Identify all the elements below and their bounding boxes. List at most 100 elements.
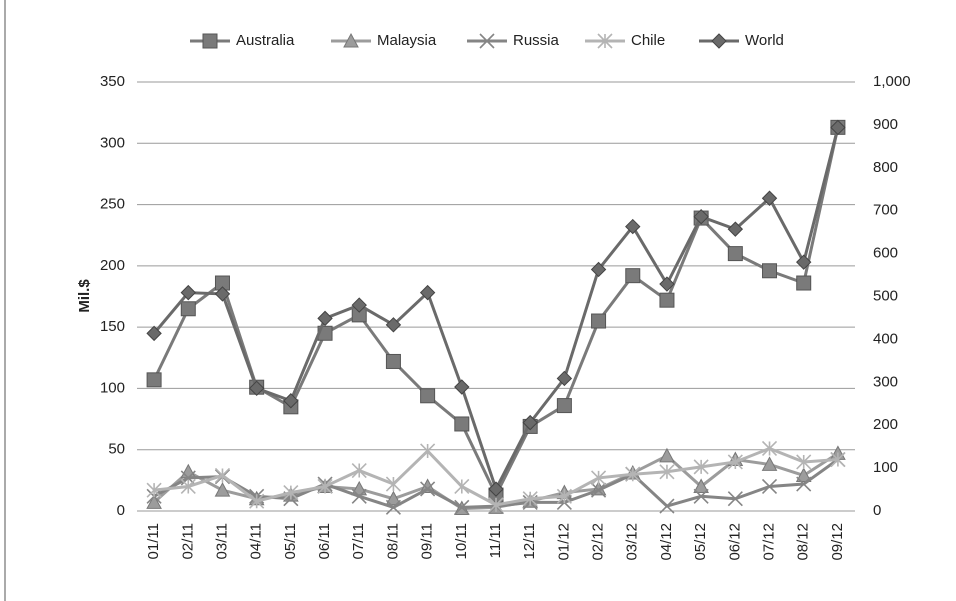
marker <box>146 325 162 342</box>
marker <box>830 119 846 136</box>
x-tick-label: 01/11 <box>145 523 162 559</box>
marker <box>727 221 744 237</box>
marker <box>591 482 607 498</box>
marker <box>796 254 812 270</box>
marker <box>385 490 402 506</box>
x-tick-label: 05/11 <box>282 523 299 559</box>
marker <box>202 33 218 49</box>
marker <box>659 292 675 308</box>
x-tick-label: 07/11 <box>350 523 367 559</box>
marker <box>556 488 572 504</box>
x-tick-label: 04/12 <box>658 523 675 561</box>
marker <box>283 485 299 501</box>
y2-tick-label: 1,000 <box>873 73 911 90</box>
marker <box>693 488 709 504</box>
marker <box>214 482 231 497</box>
marker <box>659 276 675 292</box>
x-tick-label: 08/11 <box>384 523 401 559</box>
marker <box>214 286 231 302</box>
marker <box>180 284 196 301</box>
marker <box>591 313 607 329</box>
marker <box>180 301 196 317</box>
marker <box>762 263 778 279</box>
marker <box>283 393 299 409</box>
marker <box>420 388 436 404</box>
marker <box>625 218 641 235</box>
y-tick-label: 350 <box>100 73 125 90</box>
marker <box>385 499 401 515</box>
marker <box>659 447 675 463</box>
marker <box>248 380 265 397</box>
marker <box>351 462 367 479</box>
x-tick-label: 07/12 <box>760 523 777 561</box>
y2-tick-label: 0 <box>873 502 881 519</box>
marker <box>146 482 162 498</box>
legend-label: Malaysia <box>377 32 437 49</box>
x-tick-label: 09/11 <box>419 523 436 559</box>
x-tick-label: 05/12 <box>692 523 709 561</box>
marker <box>556 398 572 414</box>
marker <box>522 414 538 431</box>
marker <box>420 443 436 459</box>
marker <box>590 261 607 278</box>
marker <box>488 481 504 497</box>
y-tick-label: 200 <box>100 257 125 274</box>
marker <box>761 440 778 457</box>
x-tick-label: 06/12 <box>726 523 743 561</box>
x-tick-label: 08/12 <box>795 523 812 561</box>
marker <box>761 478 778 495</box>
marker <box>625 466 641 482</box>
marker <box>454 478 470 495</box>
marker <box>597 33 613 49</box>
marker <box>385 353 401 369</box>
marker <box>659 464 675 480</box>
marker <box>761 456 778 471</box>
series-line <box>152 127 840 493</box>
y-tick-label: 300 <box>100 134 125 151</box>
x-tick-label: 06/11 <box>316 523 333 559</box>
y2-tick-label: 100 <box>873 459 898 476</box>
marker <box>727 454 743 470</box>
y2-tick-label: 600 <box>873 245 898 262</box>
marker <box>180 478 196 495</box>
y-tick-label: 0 <box>117 502 125 519</box>
x-tick-label: 02/12 <box>590 523 607 561</box>
marker <box>693 478 709 493</box>
marker <box>711 33 727 49</box>
legend-label: Chile <box>631 32 665 49</box>
legend-label: World <box>745 32 784 49</box>
marker <box>351 297 367 313</box>
marker <box>385 476 401 492</box>
marker <box>479 33 495 49</box>
marker <box>454 379 470 395</box>
y2-tick-label: 400 <box>873 330 898 347</box>
legend-label: Russia <box>513 32 560 49</box>
marker <box>343 32 359 48</box>
y-tick-label: 150 <box>100 318 125 335</box>
y2-tick-label: 900 <box>873 116 898 133</box>
marker <box>727 491 743 507</box>
marker <box>727 246 743 262</box>
marker <box>761 190 778 206</box>
marker <box>385 317 402 333</box>
y2-tick-label: 200 <box>873 416 898 433</box>
marker <box>830 451 846 468</box>
marker <box>693 208 709 225</box>
marker <box>146 372 162 388</box>
marker <box>317 478 333 495</box>
x-tick-label: 12/11 <box>521 523 538 559</box>
x-tick-label: 03/12 <box>624 523 641 561</box>
x-tick-label: 10/11 <box>453 523 470 559</box>
legend-label: Australia <box>236 32 295 49</box>
marker <box>420 481 436 497</box>
marker <box>591 470 607 486</box>
marker <box>214 467 231 484</box>
marker <box>249 493 265 509</box>
marker <box>454 499 470 515</box>
marker <box>317 310 333 327</box>
marker <box>659 498 675 514</box>
x-tick-label: 03/11 <box>213 523 230 559</box>
marker <box>522 491 538 507</box>
y2-tick-label: 800 <box>873 159 898 176</box>
